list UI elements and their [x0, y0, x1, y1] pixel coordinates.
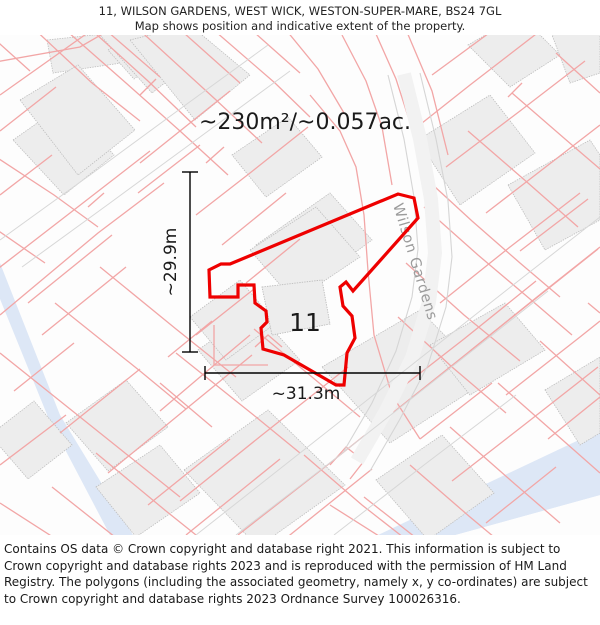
- horizontal-dimension-label: ~31.3m: [272, 384, 341, 404]
- secondary-tracks: [0, 44, 600, 535]
- plot-boundary-outline[interactable]: [207, 192, 420, 387]
- plot-building-footprint: [261, 279, 331, 336]
- map-header: 11, WILSON GARDENS, WEST WICK, WESTON-SU…: [0, 0, 600, 35]
- vertical-dimension-label: ~29.9m: [161, 228, 181, 297]
- plot-number-label: 11: [289, 308, 321, 337]
- map-footer: Contains OS data © Crown copyright and d…: [0, 535, 600, 625]
- area-label: ~230m²/~0.057ac.: [199, 110, 411, 135]
- page-subtitle: Map shows position and indicative extent…: [134, 19, 466, 33]
- road-wilson-gardens: [343, 72, 453, 472]
- horizontal-dimension-group: ~31.3m: [204, 366, 421, 404]
- map-canvas[interactable]: Wilson Gardens 11 ~230m²/~0.057ac. ~29.9…: [0, 35, 600, 535]
- parcel-boundaries-layer: [0, 35, 600, 535]
- plot-boundary-group[interactable]: [207, 192, 420, 387]
- vertical-dimension-group: ~29.9m: [161, 171, 198, 353]
- copyright-text: Contains OS data © Crown copyright and d…: [4, 542, 588, 606]
- map-svg[interactable]: Wilson Gardens 11 ~230m²/~0.057ac. ~29.9…: [0, 35, 600, 535]
- page-title: 11, WILSON GARDENS, WEST WICK, WESTON-SU…: [98, 4, 502, 18]
